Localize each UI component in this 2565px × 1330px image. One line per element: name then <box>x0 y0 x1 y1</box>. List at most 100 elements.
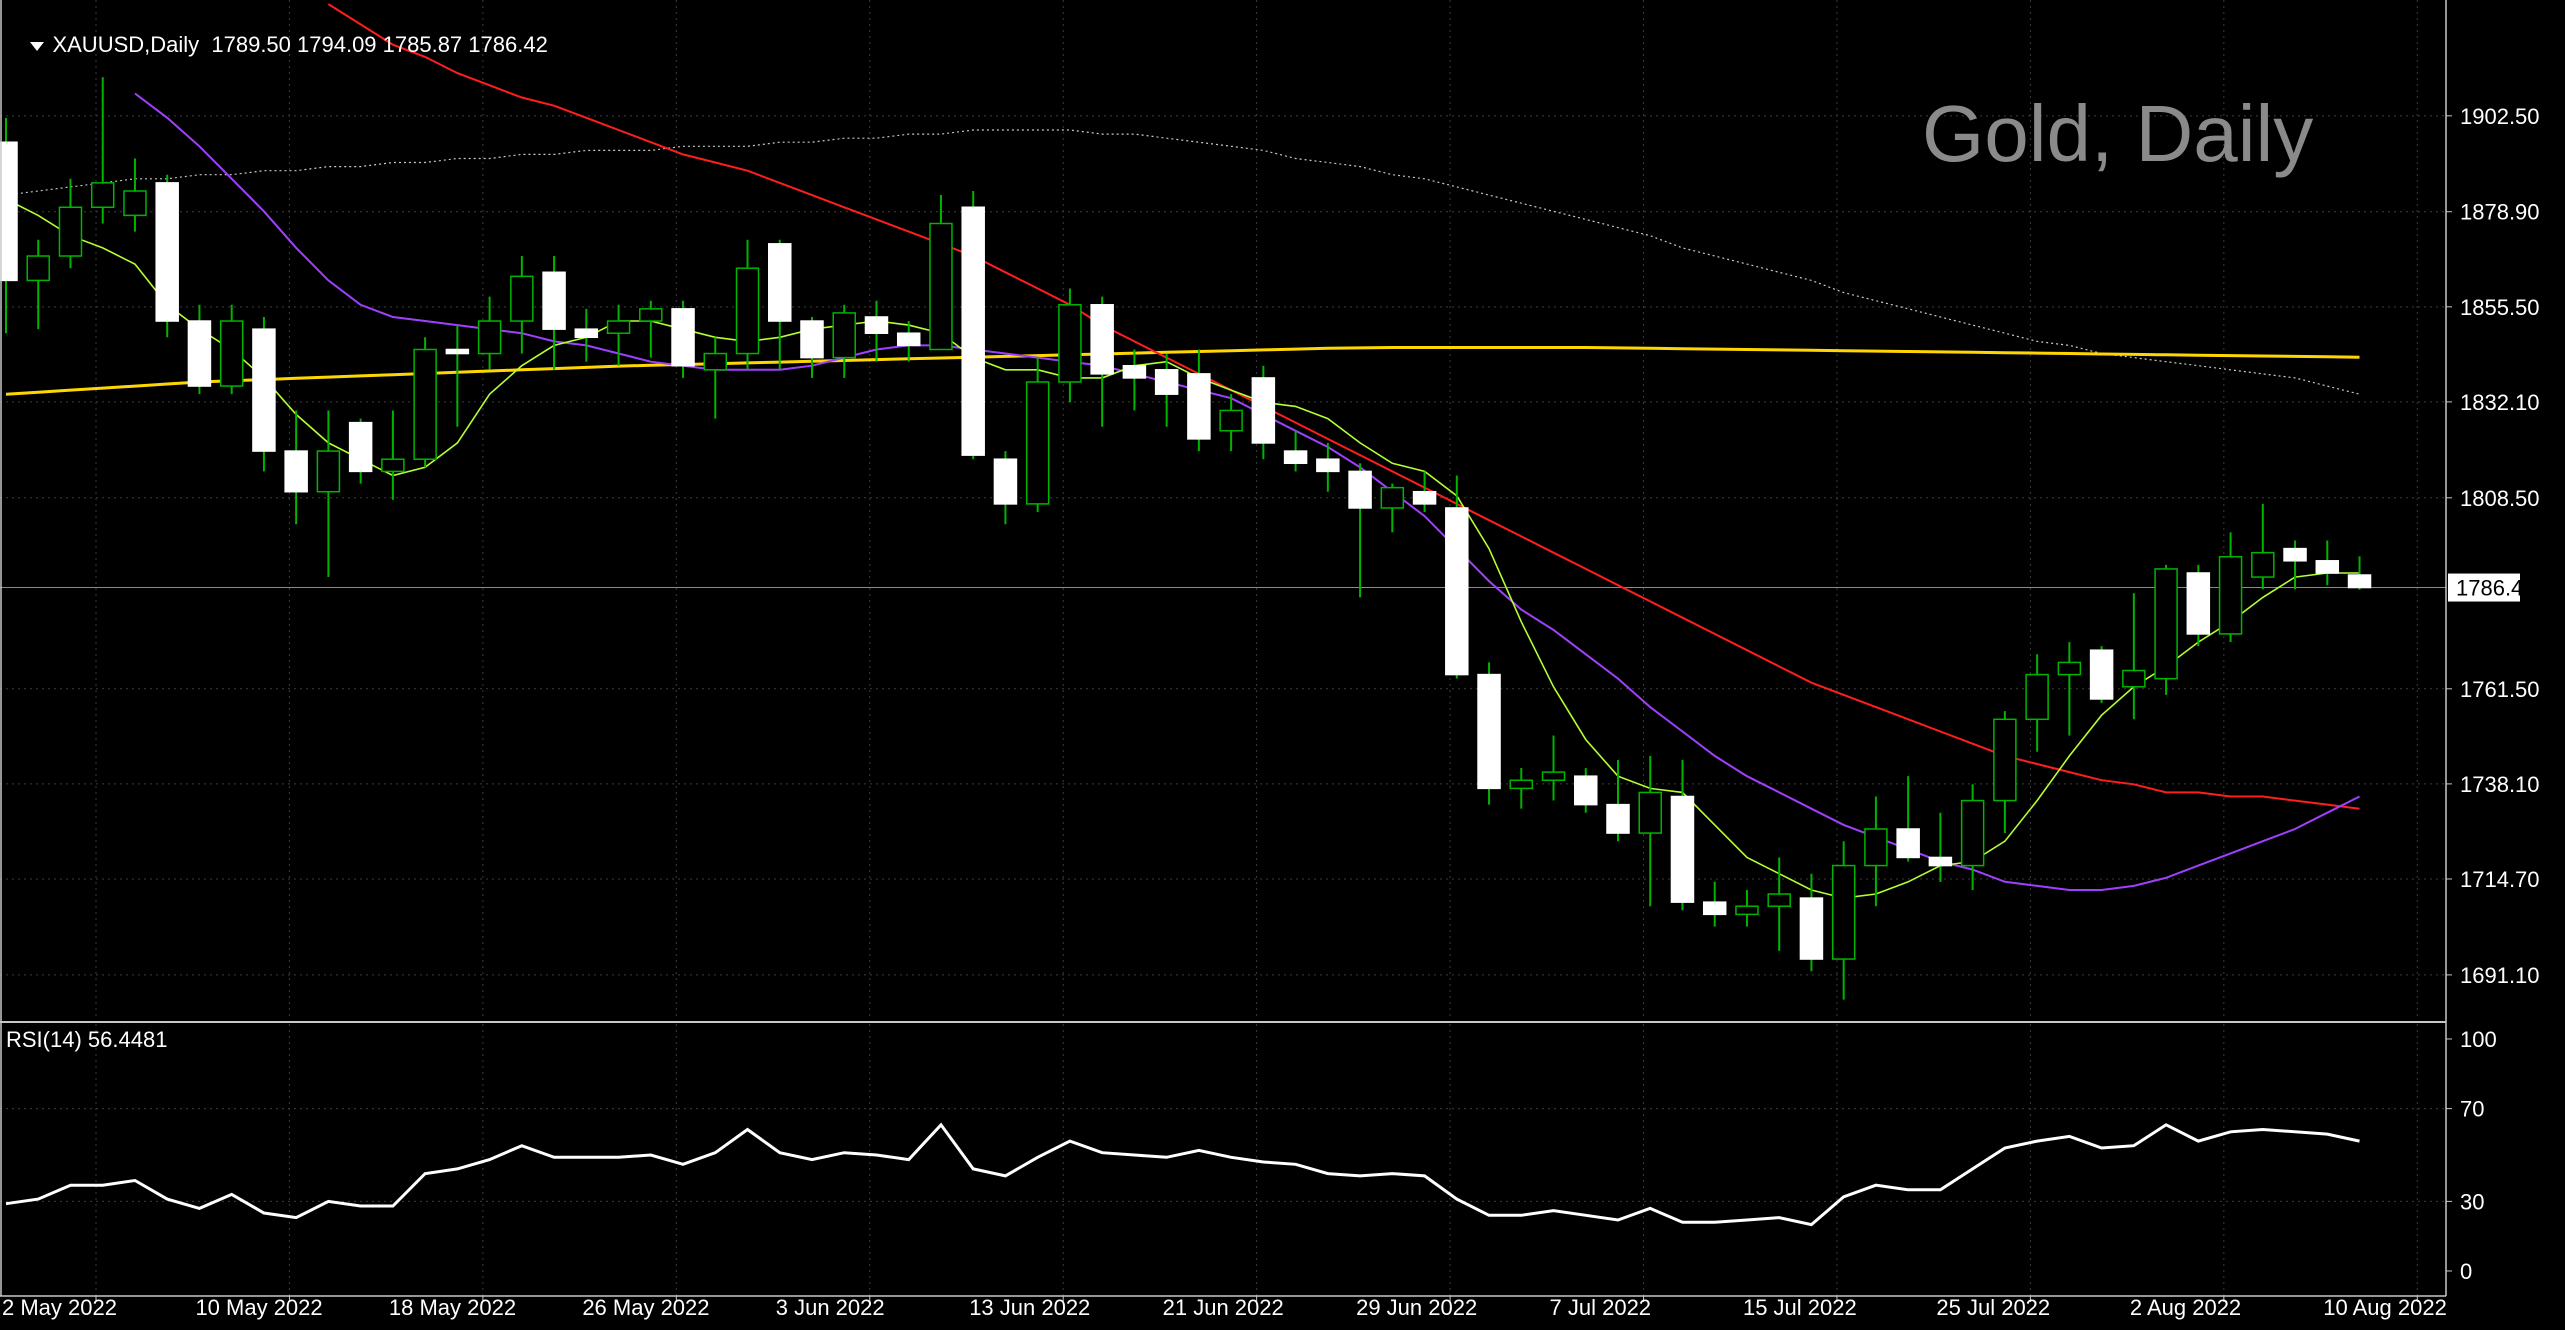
time-tick-label: 15 Jul 2022 <box>1743 1295 1857 1320</box>
candle-body <box>1509 779 1534 790</box>
candle-body <box>1348 470 1372 509</box>
candle-body <box>2315 560 2340 574</box>
candle-body <box>381 458 405 473</box>
time-tick-label: 7 Jul 2022 <box>1550 1295 1652 1320</box>
rsi-tick-label: 100 <box>2460 1027 2497 1052</box>
candle-body <box>1606 803 1630 834</box>
candle-body <box>90 182 115 209</box>
candle-body <box>2089 649 2114 700</box>
candle-body <box>606 320 631 334</box>
time-tick-label: 10 Aug 2022 <box>2323 1295 2447 1320</box>
time-tick-label: 3 Jun 2022 <box>776 1295 885 1320</box>
candle-body <box>348 421 373 473</box>
candle-body <box>252 328 276 452</box>
price-tick-label: 1714.70 <box>2460 867 2540 892</box>
symbol-header: XAUUSD,Daily 1789.50 1794.09 1785.87 178… <box>6 6 548 84</box>
ma-mid-line <box>134 92 2360 891</box>
candle-body <box>832 312 856 359</box>
candle-body <box>2347 574 2372 589</box>
price-tick-label: 1738.10 <box>2460 772 2540 797</box>
rsi-panel <box>5 1122 2360 1227</box>
price-tick-label: 1855.50 <box>2460 295 2540 320</box>
time-tick-label: 2 Aug 2022 <box>2130 1295 2241 1320</box>
price-tick-label: 1761.50 <box>2460 677 2540 702</box>
candle-body <box>2025 673 2049 721</box>
candle-body <box>735 267 760 355</box>
candle-body <box>445 348 470 355</box>
candle-body <box>1412 490 1437 505</box>
candle-body <box>896 332 921 347</box>
candle-body <box>1219 409 1243 432</box>
candle-body <box>1670 795 1695 903</box>
candle-body <box>1702 901 1727 916</box>
candle-body <box>2283 547 2307 562</box>
candle-body <box>219 320 244 387</box>
candle-body <box>1187 373 1211 440</box>
time-tick-label: 18 May 2022 <box>389 1295 516 1320</box>
rsi-tick-label: 0 <box>2460 1259 2472 1284</box>
time-tick-label: 29 Jun 2022 <box>1356 1295 1477 1320</box>
candle-body <box>1574 775 1598 806</box>
candle-body <box>477 320 502 355</box>
ma-slow-line <box>327 3 2360 810</box>
candle-body <box>961 206 985 456</box>
price-tick-label: 1808.50 <box>2460 486 2540 511</box>
candle-body <box>1283 450 1308 465</box>
price-tick-label: 1878.90 <box>2460 200 2540 225</box>
candle-body <box>1154 369 1179 395</box>
candle-body <box>0 141 18 282</box>
chart-watermark: Gold, Daily <box>1922 89 2314 178</box>
candles <box>0 77 2372 1000</box>
candle-body <box>413 348 437 460</box>
ma-yellow-line <box>5 346 2360 396</box>
ma-long-line <box>5 129 2360 395</box>
candle-body <box>1993 718 2017 802</box>
time-tick-label: 13 Jun 2022 <box>969 1295 1090 1320</box>
candle-body <box>1316 458 1340 473</box>
candle-body <box>768 243 792 322</box>
candle-body <box>671 308 695 367</box>
price-tick-label: 1902.50 <box>2460 104 2540 129</box>
candle-body <box>1122 364 1147 379</box>
symbol-line: XAUUSD,Daily 1789.50 1794.09 1785.87 178… <box>52 32 548 57</box>
candle-body <box>574 328 599 339</box>
time-tick-label: 25 Jul 2022 <box>1936 1295 2050 1320</box>
candle-body <box>1799 897 1824 960</box>
candle-body <box>58 206 83 257</box>
candle-body <box>26 255 50 282</box>
candle-body <box>542 271 566 330</box>
candle-body <box>703 352 728 371</box>
candle-body <box>1864 828 1888 867</box>
candle-body <box>2057 661 2082 676</box>
candle-body <box>1735 905 1759 916</box>
candle-body <box>1380 486 1405 509</box>
rsi-tick-label: 70 <box>2460 1097 2484 1122</box>
candle-body <box>316 450 341 493</box>
current-price-label: 1786.42 <box>2456 576 2536 601</box>
candle-body <box>2186 572 2211 635</box>
candle-body <box>1928 856 1953 867</box>
collapse-triangle-icon[interactable] <box>30 41 45 51</box>
candle-body <box>1477 673 1501 790</box>
price-tick-label: 1832.10 <box>2460 390 2540 415</box>
candle-body <box>1445 507 1469 676</box>
candle-body <box>284 450 308 493</box>
candle-body <box>993 458 1018 505</box>
current-price-tag <box>2448 573 2520 602</box>
candle-body <box>1025 381 1050 505</box>
candle-body <box>800 320 824 359</box>
time-tick-label: 10 May 2022 <box>195 1295 322 1320</box>
candle-body <box>2251 551 2275 578</box>
rsi-label: RSI(14) 56.4481 <box>6 1027 168 1052</box>
candle-body <box>510 275 534 322</box>
candle-body <box>1058 304 1082 383</box>
candle-body <box>2122 669 2146 688</box>
candle-body <box>155 182 179 322</box>
time-tick-label: 2 May 2022 <box>2 1295 117 1320</box>
candle-body <box>864 316 889 334</box>
candle-body <box>1251 377 1276 444</box>
